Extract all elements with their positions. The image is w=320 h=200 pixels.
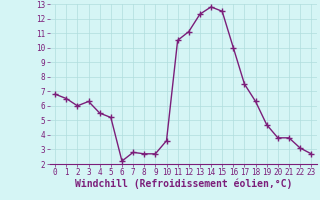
- X-axis label: Windchill (Refroidissement éolien,°C): Windchill (Refroidissement éolien,°C): [75, 179, 292, 189]
